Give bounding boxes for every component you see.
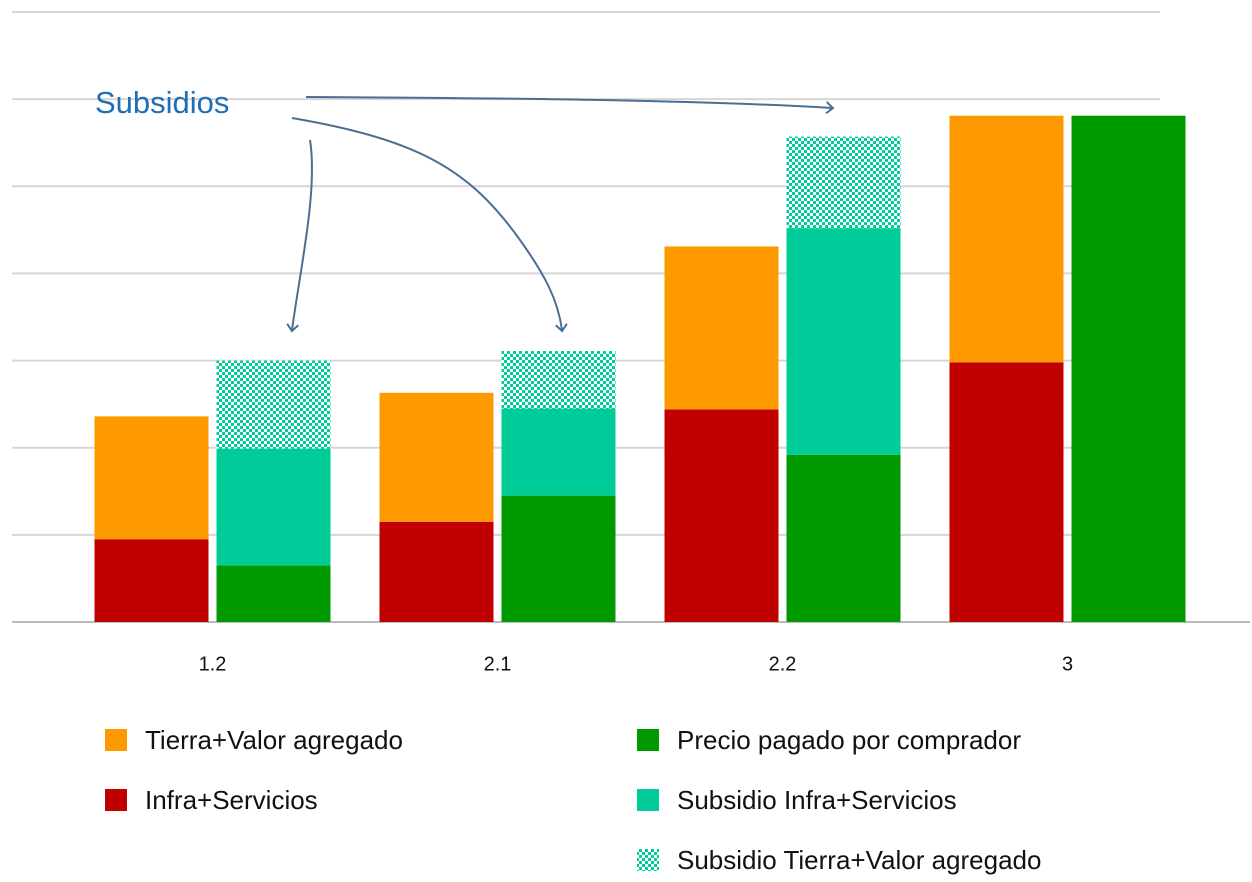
legend-label: Tierra+Valor agregado bbox=[145, 725, 403, 755]
bar-segment bbox=[501, 408, 616, 496]
legend-swatch bbox=[105, 789, 127, 811]
x-tick-label: 2.2 bbox=[769, 653, 797, 675]
x-tick-label: 3 bbox=[1062, 653, 1073, 675]
arrow bbox=[292, 139, 313, 330]
bar-segment bbox=[216, 565, 331, 622]
legend-swatch bbox=[637, 789, 659, 811]
legend-label: Infra+Servicios bbox=[145, 785, 318, 815]
x-tick-label: 1.2 bbox=[199, 653, 227, 675]
arrow bbox=[291, 117, 562, 330]
bar-segment bbox=[94, 539, 209, 622]
plot-area bbox=[12, 11, 1250, 623]
bar-segment bbox=[664, 409, 779, 622]
x-tick-label: 2.1 bbox=[484, 653, 512, 675]
bar-segment bbox=[216, 448, 331, 566]
legend-swatch bbox=[637, 729, 659, 751]
bar-segment bbox=[94, 416, 209, 540]
bar-segment bbox=[949, 362, 1064, 622]
arrows bbox=[291, 96, 832, 330]
bar-segment bbox=[1071, 115, 1186, 622]
bar-segment bbox=[664, 246, 779, 410]
legend-label: Subsidio Tierra+Valor agregado bbox=[677, 845, 1041, 875]
bar-segment bbox=[501, 350, 616, 409]
bar-segment bbox=[501, 495, 616, 622]
legend-label: Subsidio Infra+Servicios bbox=[677, 785, 957, 815]
bar-segment bbox=[786, 228, 901, 455]
legend-label: Precio pagado por comprador bbox=[677, 725, 1021, 755]
bar-segment bbox=[379, 521, 494, 622]
bar-segment bbox=[216, 360, 331, 449]
bar-segment bbox=[379, 392, 494, 522]
legend-swatch bbox=[637, 849, 659, 871]
legend-swatch bbox=[105, 729, 127, 751]
bar-segment bbox=[786, 454, 901, 622]
arrow bbox=[305, 96, 832, 108]
annotation: Subsidios bbox=[95, 85, 229, 120]
bar-segment bbox=[949, 115, 1064, 363]
bar-segment bbox=[786, 136, 901, 229]
